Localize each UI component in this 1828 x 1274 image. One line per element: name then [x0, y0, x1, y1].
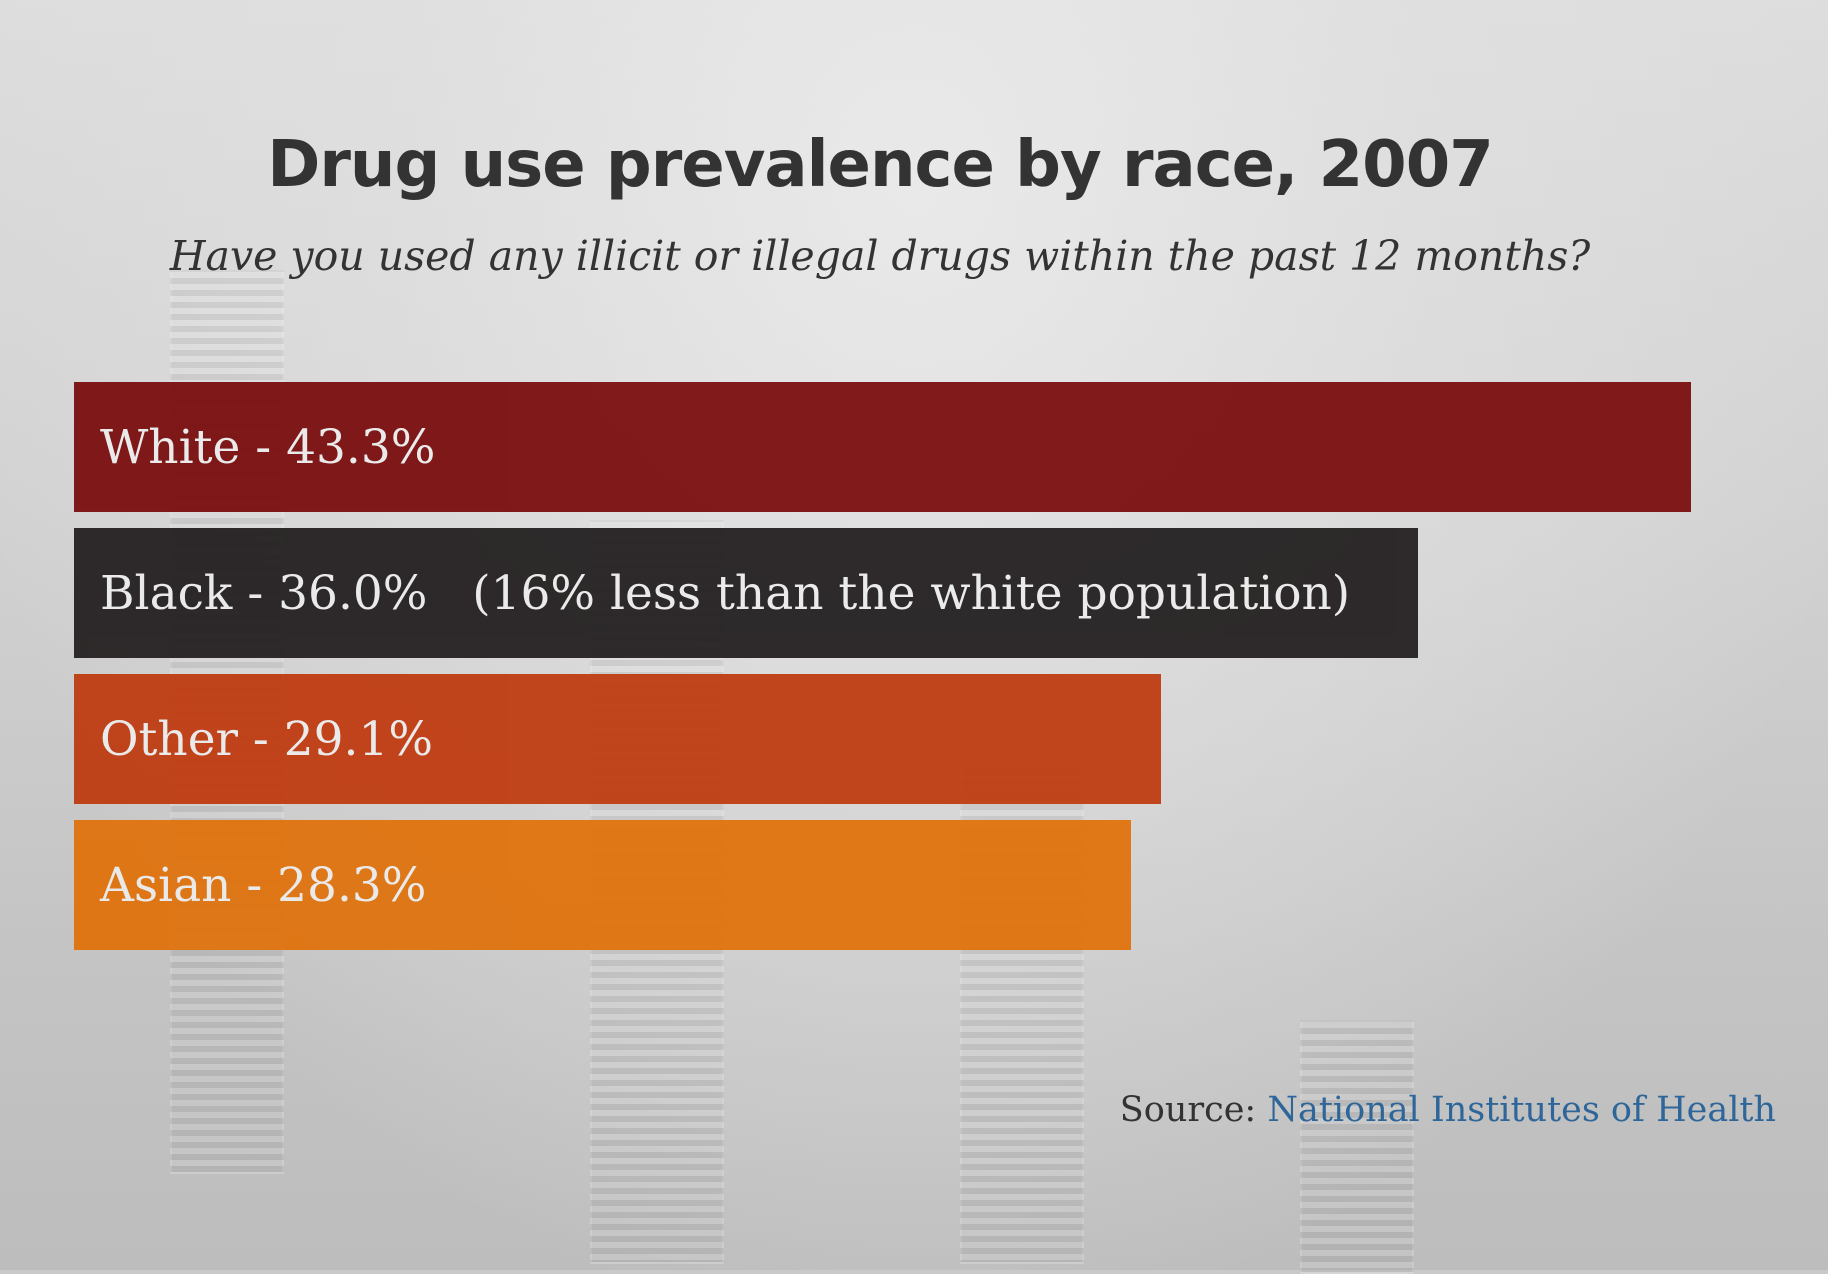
bar-label-black: Black - 36.0% (16% less than the white p…	[100, 565, 1351, 621]
chart-title: Drug use prevalence by race, 2007	[267, 128, 1494, 202]
background-rack-4	[1300, 1020, 1414, 1274]
bar-label-other: Other - 29.1%	[100, 711, 434, 767]
chart-subtitle: Have you used any illicit or illegal dru…	[169, 232, 1591, 280]
bar-asian: Asian - 28.3%	[74, 820, 1131, 950]
bar-label-asian: Asian - 28.3%	[100, 857, 427, 913]
source-link[interactable]: National Institutes of Health	[1267, 1090, 1776, 1130]
bar-white: White - 43.3%	[74, 382, 1691, 512]
source-note: Source: National Institutes of Health	[1120, 1090, 1776, 1130]
bar-black: Black - 36.0% (16% less than the white p…	[74, 528, 1418, 658]
bar-label-white: White - 43.3%	[100, 419, 436, 475]
source-prefix: Source:	[1119, 1090, 1268, 1130]
bar-other: Other - 29.1%	[74, 674, 1161, 804]
